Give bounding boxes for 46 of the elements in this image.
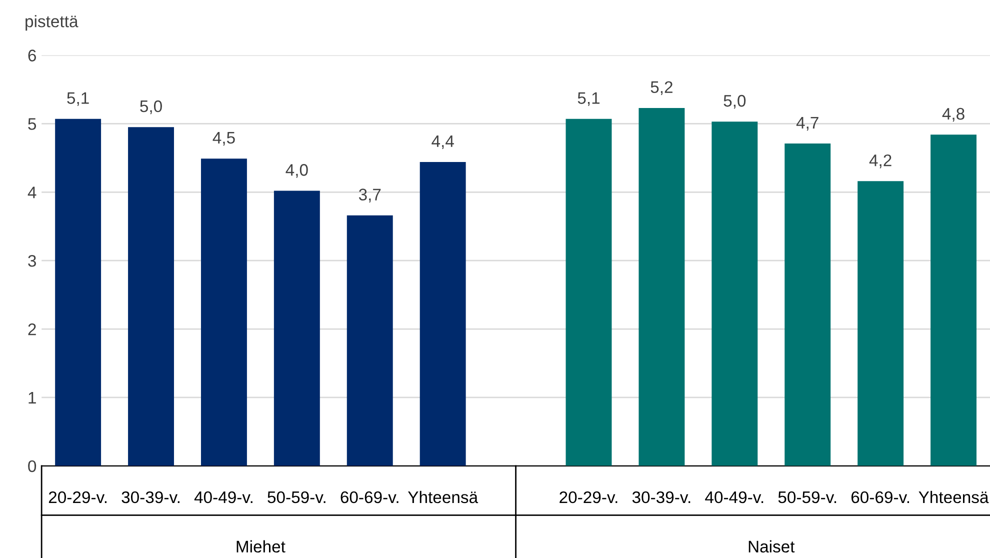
bar [346,215,393,466]
x-tick-label: Yhteensä [918,490,989,504]
y-tick-label: 5 [28,118,36,130]
x-tick-label: Yhteensä [408,490,478,504]
y-tick-label: 6 [28,50,36,62]
y-tick-label: 1 [28,392,36,404]
bar [128,127,174,466]
bar [638,108,685,466]
data-label: 4,4 [432,135,454,150]
y-axis-title: pistettä [26,15,78,31]
data-label: 4,5 [212,132,235,146]
bar [274,190,320,466]
data-label: 5,0 [724,94,746,109]
bar [420,162,466,466]
data-label: 4,0 [286,164,308,178]
x-tick-label: 50-59-v. [778,491,836,504]
bar [784,144,831,466]
bar [200,158,247,466]
data-label: 5,1 [67,92,89,106]
text: Miehet [236,540,286,553]
x-tick-label: 40-49-v. [705,491,764,504]
x-tick-label: 20-29-v. [48,491,106,504]
bar [858,181,904,466]
data-label: 3,7 [358,188,381,202]
text: Naiset [748,540,795,553]
y-tick-label: 0 [28,460,36,472]
data-label: 5,2 [650,81,672,95]
data-label: 4,7 [796,116,818,131]
data-label: 5,1 [578,92,600,106]
x-tick-label: 30-39-v. [632,491,690,504]
bar [930,134,977,466]
y-tick-label: 3 [28,254,36,267]
x-tick-label: 30-39-v. [122,491,180,504]
y-tick-label: 4 [28,186,36,198]
bar [566,118,612,466]
bar [55,118,102,466]
x-tick-label: 20-29-v. [560,491,618,504]
x-tick-label: 50-59-v. [268,491,326,504]
y-tick-label: 2 [28,323,36,336]
bar [712,122,758,466]
data-label: 4,2 [869,154,892,168]
x-tick-label: 60-69-v. [340,491,398,504]
x-tick-label: 40-49-v. [194,491,252,504]
data-label: 4,8 [942,108,964,122]
x-tick-label: 60-69-v. [851,491,910,504]
data-label: 5,0 [140,100,162,114]
